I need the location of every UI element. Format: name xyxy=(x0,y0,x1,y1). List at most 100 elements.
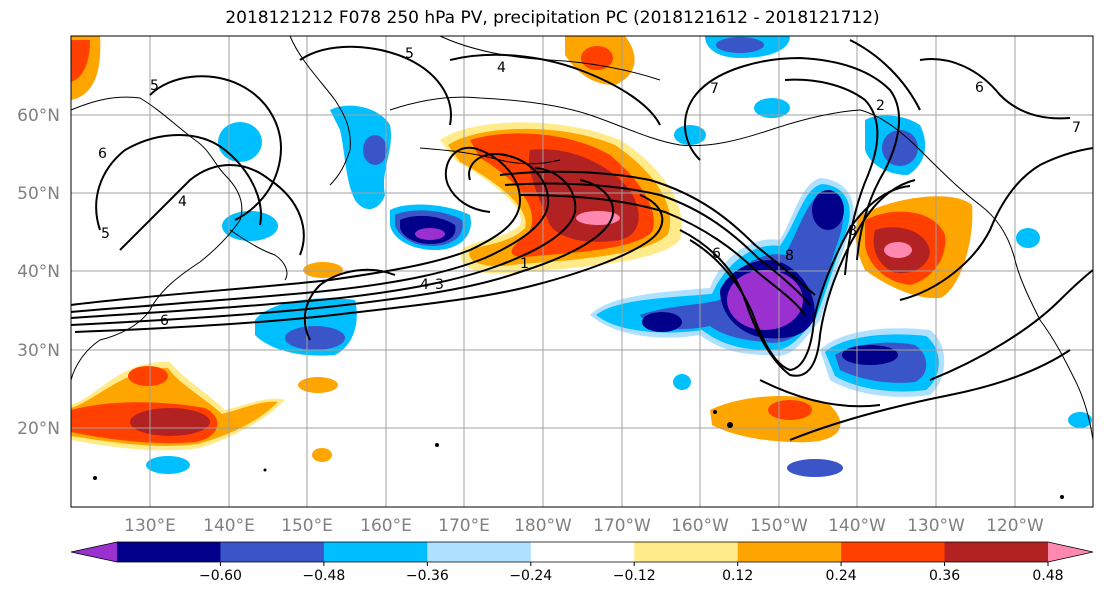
contour-label: 1 xyxy=(520,256,529,272)
lat-label: 20°N xyxy=(17,419,60,439)
pv-contour-east xyxy=(899,147,1094,301)
pv-contour-ridge-2 xyxy=(784,78,879,276)
map-title: 2018121212 F078 250 hPa PV, precipitatio… xyxy=(225,8,880,28)
coast-asia xyxy=(70,96,243,381)
precip-negative-top-blue xyxy=(716,37,764,53)
precip-negative-east-navy xyxy=(842,345,898,365)
colorbar-tick-label: −0.36 xyxy=(406,568,449,584)
colorbar-outline xyxy=(70,541,1094,563)
contour-label: 6 xyxy=(712,246,721,262)
colorbar: −0.60 −0.48 −0.36 −0.24 −0.12 0.12 0.24 0.36 0.4… xyxy=(70,541,1094,584)
colorbar-tick-label: 0.12 xyxy=(722,568,753,584)
colorbar-segment xyxy=(323,542,428,562)
lon-label: 160°E xyxy=(360,516,412,536)
pv-contour-jet-1 xyxy=(499,170,816,296)
pv-contour-hawaii xyxy=(759,379,881,408)
lon-label: 180°W xyxy=(514,516,572,536)
contour-label: 8 xyxy=(848,223,857,239)
precip-positive-southwest-darkred xyxy=(130,408,210,436)
contour-label: 6 xyxy=(98,146,107,162)
contour-label: 6 xyxy=(160,313,169,329)
pv-contour-4 xyxy=(70,179,615,326)
precip-negative-small-5 xyxy=(1068,412,1092,428)
precip-negative-kamchatka xyxy=(330,105,392,210)
longitude-labels: 130°E 140°E 150°E 160°E 170°E 180°W 170°… xyxy=(124,516,1044,536)
colorbar-segment xyxy=(737,542,842,562)
colorbar-segment xyxy=(634,542,739,562)
colorbar-tick-label: 0.36 xyxy=(929,568,960,584)
coast-alaska xyxy=(389,96,1094,441)
lat-label: 40°N xyxy=(17,262,60,282)
precip-negative-kamchatka-blue xyxy=(363,135,387,165)
colorbar-tick-label: −0.48 xyxy=(302,568,345,584)
precip-negative-central-north xyxy=(812,190,844,230)
colorbar-tick-label: 0.48 xyxy=(1032,568,1063,584)
precip-positive-southwest-red-2 xyxy=(128,366,168,386)
precip-negative-small-1 xyxy=(673,374,691,390)
pv-contour-east-2 xyxy=(929,269,1094,381)
colorbar-tick-label: −0.12 xyxy=(613,568,656,584)
precip-negative-central-purple xyxy=(727,270,803,330)
pv-contour-2 xyxy=(70,153,550,313)
precip-positive-small-1 xyxy=(298,377,338,393)
contour-label: 7 xyxy=(1072,120,1081,136)
pv-contour-1 xyxy=(70,146,522,306)
colorbar-tick-label: 0.24 xyxy=(826,568,857,584)
precip-positive-small-3 xyxy=(312,448,332,462)
lon-label: 150°E xyxy=(281,516,333,536)
contour-label: 2 xyxy=(876,98,885,114)
colorbar-extend-min xyxy=(71,542,117,562)
pv-contour-west-2 xyxy=(95,134,262,231)
latitude-labels: 60°N 50°N 40°N 30°N 20°N xyxy=(17,106,60,439)
coast-aleutians xyxy=(419,147,561,165)
precip-negative-subtropical xyxy=(787,459,843,477)
precip-positive-hawaii-red xyxy=(768,400,812,420)
colorbar-segment xyxy=(944,542,1049,562)
precip-negative-japan xyxy=(222,211,278,241)
lat-label: 50°N xyxy=(17,184,60,204)
contour-label: 7 xyxy=(710,81,719,97)
precip-negative-small-6 xyxy=(146,456,190,474)
map-frame xyxy=(70,35,1094,508)
coast-kamchatka xyxy=(289,35,351,186)
precip-positive-topleft-red xyxy=(71,40,90,82)
contour-label: 5 xyxy=(405,46,414,62)
coast-japan xyxy=(229,229,288,281)
lon-label: 170°W xyxy=(593,516,651,536)
pv-contour-west-3 xyxy=(149,75,282,221)
precip-negative-siberia xyxy=(218,122,262,162)
colorbar-segment xyxy=(117,542,221,562)
pv-contour-low-1 xyxy=(303,268,396,341)
contour-label: 6 xyxy=(975,80,984,96)
lon-label: 120°W xyxy=(986,516,1044,536)
pv-contour-north-4 xyxy=(849,39,921,111)
contour-label: 5 xyxy=(150,78,159,94)
pv-contour-ridge xyxy=(684,56,901,261)
islands xyxy=(93,410,1064,499)
colorbar-tick-label: −0.24 xyxy=(509,568,552,584)
colorbar-segment xyxy=(220,542,325,562)
contour-label: 8 xyxy=(785,248,794,264)
lon-label: 170°E xyxy=(438,516,490,536)
colorbar-extend-max xyxy=(1048,542,1093,562)
lon-label: 130°E xyxy=(124,516,176,536)
precip-negative-small-2 xyxy=(754,98,790,118)
precip-negative-alaska-blue xyxy=(882,130,918,166)
pv-contours xyxy=(70,39,1094,441)
pv-contour-jet-2 xyxy=(504,182,811,306)
precip-negative-small-4 xyxy=(1016,228,1040,248)
precip-negative-small-3 xyxy=(674,125,706,145)
contour-labels: 5 4 5 6 4 5 6 7 8 8 6 7 2 6 4 3 1 xyxy=(98,46,1081,329)
pv-contour-3 xyxy=(70,167,577,319)
colorbar-segment xyxy=(841,542,946,562)
colorbar-segment xyxy=(427,542,532,562)
lon-label: 140°E xyxy=(203,516,255,536)
precip-positive-northeast-pink xyxy=(884,242,912,258)
contour-label: 4 xyxy=(178,194,187,210)
contour-label: 3 xyxy=(435,277,444,293)
pv-contour-south xyxy=(789,349,1071,441)
contour-label: 4 xyxy=(497,60,506,76)
lon-label: 130°W xyxy=(907,516,965,536)
contour-label: 4 xyxy=(420,277,429,293)
